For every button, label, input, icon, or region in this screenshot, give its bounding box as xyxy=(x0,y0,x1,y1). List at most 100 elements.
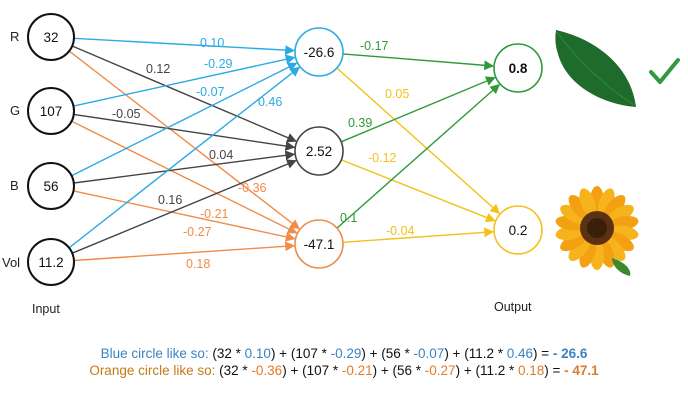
edge-input-0-hidden-1 xyxy=(71,45,297,143)
orange-formula-part-1: (32 * xyxy=(219,363,252,378)
edge-hidden-0-output-0 xyxy=(342,53,495,71)
edges-layer xyxy=(68,37,501,262)
input-column-label: Input xyxy=(32,302,60,316)
weight-labels-hidden-output: -0.17 0.05 0.39 -0.12 0.1 -0.04 xyxy=(340,39,415,238)
sunflower-petal xyxy=(560,231,588,252)
input-circle-g xyxy=(27,87,75,135)
input-label-vol: Vol xyxy=(2,255,20,270)
orange-formula-head: Orange circle like so: xyxy=(89,363,216,378)
blue-formula-part-1: (32 * xyxy=(212,346,245,361)
weight-label-h3-o1: 0.1 xyxy=(340,211,357,225)
edge-input-3-hidden-0 xyxy=(68,66,301,249)
weight-label-h2-o2: -0.12 xyxy=(368,151,397,165)
output-column-label: Output xyxy=(494,300,532,314)
input-value-vol: 11.2 xyxy=(38,255,63,270)
input-node-vol: Vol 11.2 xyxy=(2,238,75,286)
hidden-circle-1 xyxy=(294,27,344,77)
input-circle-b xyxy=(27,162,75,210)
weight-label-g-h1: -0.29 xyxy=(204,57,233,71)
edge-input-2-hidden-0 xyxy=(71,62,298,177)
blue-formula-w1: 0.10 xyxy=(244,346,271,361)
weight-label-vol-h2: 0.16 xyxy=(158,193,182,207)
input-value-b: 56 xyxy=(43,179,58,194)
checkmark-icon xyxy=(649,58,680,84)
sunflower-center-inner xyxy=(587,218,607,238)
edge-input-0-hidden-0 xyxy=(73,37,295,56)
sunflower-petal xyxy=(603,236,626,262)
orange-formula-w4: 0.18 xyxy=(517,363,545,378)
input-node-b: B 56 xyxy=(10,162,75,210)
input-label-r: R xyxy=(10,29,19,44)
edge-hidden-1-output-1 xyxy=(341,159,496,223)
output-value-2: 0.2 xyxy=(509,223,528,238)
blue-formula-part-5: ) = xyxy=(533,346,553,361)
sunflower-petal xyxy=(606,204,634,225)
sunflower-petal xyxy=(560,204,588,225)
weight-label-r-h2: 0.12 xyxy=(146,62,170,76)
orange-formula-part-3: ) + (56 * xyxy=(372,363,425,378)
blue-formula-head: Blue circle like so: xyxy=(100,346,209,361)
orange-formula-result: - 47.1 xyxy=(564,363,599,378)
hidden-circle-2 xyxy=(294,126,344,176)
edge-input-3-hidden-1 xyxy=(71,159,297,254)
leaf-icon xyxy=(555,30,636,107)
blue-formula-result: - 26.6 xyxy=(552,346,588,361)
weight-label-g-h2: -0.05 xyxy=(112,107,141,121)
weight-label-b-h3: -0.21 xyxy=(200,207,229,221)
weight-label-b-h3-b: -0.27 xyxy=(183,225,212,239)
input-label-b: B xyxy=(10,178,19,193)
output-layer: 0.8 0.2 xyxy=(493,43,543,255)
edge-input-1-hidden-2 xyxy=(71,120,298,234)
blue-formula-part-2: ) + (107 * xyxy=(270,346,331,361)
edge-input-2-hidden-1 xyxy=(73,150,296,184)
weight-label-h1-o2: 0.05 xyxy=(385,87,409,101)
weight-label-b-h1: -0.07 xyxy=(196,85,225,99)
edge-hidden-1-output-0 xyxy=(340,76,496,143)
input-layer: R 32 G 107 B 56 Vol 11.2 xyxy=(2,13,75,286)
orange-formula-part-5: ) = xyxy=(544,363,565,378)
orange-formula-part-2: ) + (107 * xyxy=(282,363,342,378)
blue-formula-part-4: ) + (11.2 * xyxy=(444,346,507,361)
weight-label-r-h1: 0.10 xyxy=(200,36,224,50)
weight-label-g-h3: -0.36 xyxy=(238,181,267,195)
orange-formula-part-4: ) + (11.2 * xyxy=(455,363,518,378)
neural-network-diagram: 0.10 0.12 -0.29 -0.05 -0.36 -0.07 0.04 -… xyxy=(2,13,680,316)
weight-label-h3-o2: -0.04 xyxy=(386,224,415,238)
orange-formula-w1: -0.36 xyxy=(251,363,283,378)
input-node-g: G 107 xyxy=(10,87,75,135)
weight-label-b-h2: 0.04 xyxy=(209,148,233,162)
edge-hidden-2-output-1 xyxy=(342,227,495,243)
hidden-value-1: -26.6 xyxy=(304,45,335,60)
edge-input-1-hidden-0 xyxy=(73,54,296,107)
hidden-value-2: 2.52 xyxy=(306,144,332,159)
edge-input-0-hidden-2 xyxy=(68,50,300,230)
input-circle-r xyxy=(27,13,75,61)
weight-label-vol-h3: 0.18 xyxy=(186,257,210,271)
sunflower-petal xyxy=(579,188,597,217)
blue-formula: Blue circle like so: (32 * 0.10) + (107 … xyxy=(0,346,688,361)
orange-formula-w3: -0.27 xyxy=(424,363,456,378)
output-circle-1 xyxy=(493,43,543,93)
edge-hidden-0-output-1 xyxy=(336,67,501,214)
sunflower-petal xyxy=(603,194,626,220)
blue-formula-w3: -0.07 xyxy=(413,346,445,361)
weight-label-h1-o1: -0.17 xyxy=(360,39,389,53)
input-label-g: G xyxy=(10,103,20,118)
sunflower-leaf xyxy=(612,258,631,276)
input-node-r: R 32 xyxy=(10,13,75,61)
hidden-layer: -26.6 2.52 -47.1 xyxy=(294,27,344,269)
input-circle-vol xyxy=(27,238,75,286)
output-circle-2 xyxy=(493,205,543,255)
sunflower-petal xyxy=(568,236,591,262)
orange-formula: Orange circle like so: (32 * -0.36) + (1… xyxy=(0,363,688,378)
sunflower-petal xyxy=(606,231,634,252)
edge-input-2-hidden-2 xyxy=(73,190,296,242)
input-value-r: 32 xyxy=(43,30,58,45)
weight-labels-input-hidden: 0.10 0.12 -0.29 -0.05 -0.36 -0.07 0.04 -… xyxy=(112,36,282,271)
edge-hidden-2-output-0 xyxy=(336,83,501,229)
orange-formula-w2: -0.21 xyxy=(341,363,373,378)
blue-formula-w2: -0.29 xyxy=(330,346,362,361)
input-value-g: 107 xyxy=(40,104,63,119)
blue-formula-part-3: ) + (56 * xyxy=(361,346,414,361)
edge-input-3-hidden-2 xyxy=(73,241,296,262)
